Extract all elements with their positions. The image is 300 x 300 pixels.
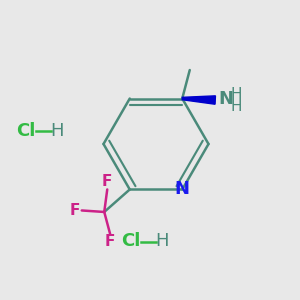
Text: Cl: Cl <box>16 122 35 140</box>
Text: H: H <box>50 122 64 140</box>
Text: H: H <box>155 232 169 250</box>
Text: F: F <box>105 235 116 250</box>
Text: F: F <box>102 175 112 190</box>
Text: H: H <box>230 86 242 101</box>
Polygon shape <box>182 96 215 104</box>
Text: N: N <box>175 181 190 199</box>
Text: Cl: Cl <box>121 232 140 250</box>
Text: H: H <box>230 99 242 114</box>
Text: F: F <box>70 203 80 218</box>
Text: N: N <box>218 90 233 108</box>
